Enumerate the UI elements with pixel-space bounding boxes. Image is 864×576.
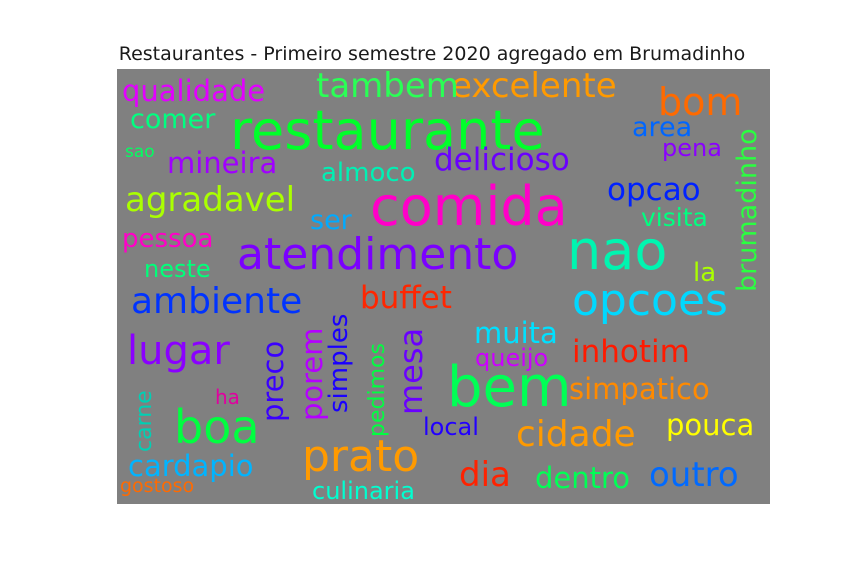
word-restaurante: restaurante bbox=[230, 99, 545, 162]
word-prato: prato bbox=[302, 431, 420, 482]
word-gostoso: gostoso bbox=[120, 475, 195, 497]
word-pouca: pouca bbox=[666, 408, 755, 442]
word-qualidade: qualidade bbox=[122, 74, 266, 108]
word-neste: neste bbox=[144, 255, 211, 283]
word-nao: nao bbox=[567, 219, 668, 282]
word-mesa: mesa bbox=[392, 327, 430, 415]
word-area: area bbox=[632, 112, 693, 143]
word-tambem: tambem bbox=[316, 69, 459, 106]
word-cloud: restaurante comida nao atendimento bem prato o… bbox=[117, 69, 770, 504]
word-carne: carne bbox=[132, 390, 157, 452]
word-almoco: almoco bbox=[321, 158, 416, 188]
word-opcao: opcao bbox=[607, 172, 701, 208]
word-simpatico: simpatico bbox=[569, 372, 710, 406]
word-sao: sao bbox=[125, 142, 155, 162]
word-bem: bem bbox=[447, 355, 572, 420]
word-comer: comer bbox=[130, 104, 216, 135]
word-culinaria: culinaria bbox=[312, 477, 415, 504]
word-queijo: queijo bbox=[475, 344, 549, 372]
word-agradavel: agradavel bbox=[125, 180, 296, 220]
chart-title: Restaurantes - Primeiro semestre 2020 ag… bbox=[118, 43, 746, 65]
word-local: local bbox=[423, 413, 479, 441]
word-pena: pena bbox=[662, 134, 722, 162]
word-la: la bbox=[693, 258, 717, 288]
word-outro: outro bbox=[649, 455, 739, 495]
word-dia: dia bbox=[459, 455, 511, 495]
word-pessoa: pessoa bbox=[122, 224, 214, 254]
word-cidade: cidade bbox=[516, 414, 636, 455]
word-excelente: excelente bbox=[451, 69, 617, 106]
word-preco: preco bbox=[256, 340, 290, 422]
word-ha: ha bbox=[215, 385, 240, 409]
word-boa: boa bbox=[174, 400, 260, 454]
word-inhotim: inhotim bbox=[572, 334, 690, 370]
word-brumadinho: brumadinho bbox=[732, 128, 763, 292]
word-comida: comida bbox=[370, 175, 568, 238]
word-porem: porem bbox=[295, 327, 329, 421]
word-ser: ser bbox=[310, 205, 352, 236]
word-cardapio: cardapio bbox=[128, 449, 254, 483]
word-ambiente: ambiente bbox=[131, 281, 303, 322]
word-opcoes: opcoes bbox=[572, 275, 728, 326]
word-delicioso: delicioso bbox=[434, 142, 570, 178]
word-atendimento: atendimento bbox=[237, 229, 519, 280]
word-mineira: mineira bbox=[167, 146, 278, 180]
word-bom: bom bbox=[658, 80, 743, 124]
word-visita: visita bbox=[641, 203, 708, 232]
word-pedimos: pedimos bbox=[365, 343, 390, 437]
word-dentro: dentro bbox=[535, 461, 631, 495]
word-buffet: buffet bbox=[360, 280, 452, 316]
word-lugar: lugar bbox=[127, 328, 230, 374]
word-simples: simples bbox=[324, 313, 354, 413]
word-muita: muita bbox=[474, 316, 558, 350]
